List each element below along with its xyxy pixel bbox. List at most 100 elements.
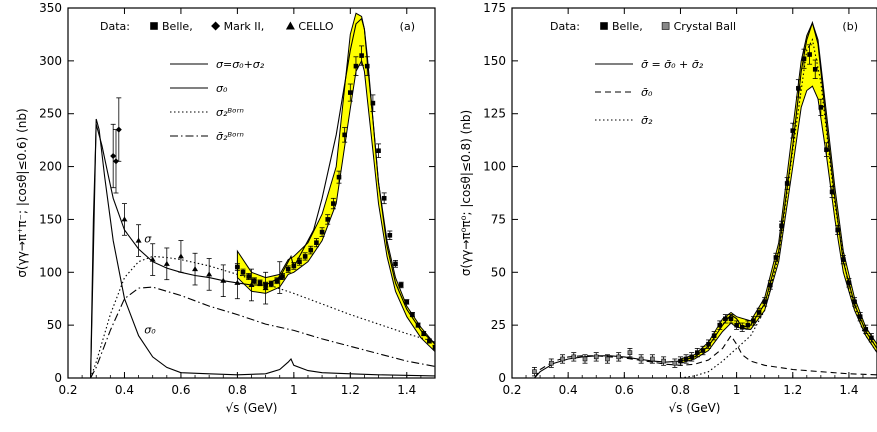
y-tick-label: 50 bbox=[491, 265, 506, 279]
y-tick-label: 125 bbox=[483, 107, 506, 121]
y-tick-label: 25 bbox=[491, 318, 506, 332]
data-point-square bbox=[257, 280, 263, 286]
data-point-square bbox=[336, 174, 342, 180]
data-legend-entry: Crystal Ball bbox=[674, 20, 736, 33]
series-line-dashed-1 bbox=[534, 334, 877, 378]
y-tick-label: 200 bbox=[39, 160, 62, 174]
data-point-greysquare bbox=[627, 350, 633, 355]
data-point-triangle bbox=[121, 216, 128, 222]
x-tick-label: 0.6 bbox=[171, 383, 190, 397]
data-point-greysquare bbox=[616, 354, 621, 360]
data-point-square bbox=[432, 345, 435, 350]
data-point-square bbox=[410, 312, 415, 317]
data-point-square bbox=[768, 282, 773, 288]
x-axis-label: √s (GeV) bbox=[226, 401, 278, 415]
data-legend-entry: Mark II, bbox=[224, 20, 265, 33]
data-point-square bbox=[841, 257, 846, 262]
panel-label: (b) bbox=[842, 20, 858, 33]
data-point-square bbox=[342, 132, 347, 138]
data-point-square bbox=[353, 63, 359, 69]
data-point-diamond bbox=[110, 153, 117, 159]
x-tick-label: 0.4 bbox=[559, 383, 578, 397]
data-point-triangle bbox=[177, 253, 184, 259]
plot-area bbox=[90, 12, 435, 378]
x-tick-label: 1.2 bbox=[341, 383, 360, 397]
data-legend-entry: Belle, bbox=[162, 20, 193, 33]
data-point-square bbox=[297, 259, 302, 265]
data-point-square bbox=[689, 354, 694, 360]
y-tick-label: 250 bbox=[39, 107, 62, 121]
data-point-square bbox=[381, 195, 387, 201]
data-point-square bbox=[857, 314, 863, 319]
series-line-solid-1 bbox=[90, 118, 435, 378]
legend-marker-square bbox=[600, 22, 608, 30]
data-point-square bbox=[756, 310, 762, 315]
y-tick-label: 50 bbox=[47, 318, 62, 332]
x-tick-label: 0.4 bbox=[115, 383, 134, 397]
data-point-triangle bbox=[149, 256, 156, 262]
data-point-square bbox=[818, 105, 824, 110]
curve-annotation: σ₀ bbox=[144, 324, 156, 337]
data-point-square bbox=[268, 281, 274, 287]
data-point-triangle bbox=[206, 271, 213, 277]
legend-marker-greysquare bbox=[661, 22, 670, 30]
data-point-square bbox=[274, 278, 280, 284]
data-point-square bbox=[359, 53, 364, 58]
x-tick-label: 0.6 bbox=[615, 383, 634, 397]
panel-label: (a) bbox=[400, 20, 415, 33]
data-point-triangle bbox=[276, 274, 283, 280]
series-line-dashdot-3 bbox=[90, 286, 435, 378]
data-point-square bbox=[762, 299, 767, 305]
x-tick-label: 0.8 bbox=[228, 383, 247, 397]
plot-area bbox=[531, 20, 877, 378]
data-point-diamond bbox=[115, 126, 122, 133]
data-point-diamond bbox=[112, 158, 119, 165]
data-point-greysquare bbox=[661, 358, 666, 364]
curve-legend-entry: σ̄₂ᴮᵒʳⁿ bbox=[216, 130, 244, 143]
data-point-square bbox=[829, 189, 835, 195]
curve-legend-entry: σ̄ = σ̄₀ + σ̄₂ bbox=[641, 58, 704, 71]
legend-marker-square bbox=[150, 22, 158, 30]
x-tick-label: 0.8 bbox=[671, 383, 690, 397]
data-point-square bbox=[700, 348, 706, 353]
x-tick-label: 0.2 bbox=[502, 383, 521, 397]
data-point-square bbox=[796, 86, 801, 91]
data-point-triangle bbox=[220, 277, 227, 283]
data-point-square bbox=[240, 269, 246, 275]
data-point-greysquare bbox=[532, 369, 537, 374]
legend-marker-diamond bbox=[211, 21, 221, 31]
legend-marker-triangle bbox=[285, 21, 295, 30]
data-point-greysquare bbox=[672, 360, 678, 366]
data-point-greysquare bbox=[593, 354, 599, 360]
curve-legend-entry: σ₀ bbox=[216, 82, 228, 95]
data-point-square bbox=[331, 201, 336, 206]
series-line-dotted-2 bbox=[680, 38, 877, 378]
data-legend-header: Data: bbox=[100, 20, 130, 33]
data-point-triangle bbox=[248, 281, 255, 287]
series-line-dotted-2 bbox=[90, 255, 435, 378]
data-point-greysquare bbox=[549, 360, 554, 366]
curve-legend-entry: σ=σ₀+σ₂ bbox=[216, 58, 265, 71]
x-tick-label: 1.4 bbox=[839, 383, 858, 397]
data-point-square bbox=[751, 318, 756, 324]
data-point-square bbox=[246, 274, 251, 279]
data-point-square bbox=[683, 356, 689, 362]
x-tick-label: 1.2 bbox=[783, 383, 802, 397]
data-point-square bbox=[812, 67, 818, 72]
panel-a: 0.2 0.4 0.6 0.8 1 1.2 1.4 0 50 100 150 200 250 300 350… bbox=[15, 1, 436, 415]
x-tick-label: 0.2 bbox=[58, 383, 77, 397]
data-point-square bbox=[404, 299, 410, 305]
data-point-triangle bbox=[262, 285, 269, 291]
y-tick-label: 175 bbox=[483, 1, 506, 15]
y-tick-label: 150 bbox=[39, 212, 62, 226]
y-axis-label: σ(γγ→π⁺π⁻; |cosθ|≤0.6) (nb) bbox=[15, 108, 29, 277]
data-point-square bbox=[302, 254, 308, 259]
data-point-triangle bbox=[135, 237, 142, 243]
data-point-square bbox=[393, 261, 398, 267]
x-tick-label: 1.4 bbox=[397, 383, 416, 397]
data-point-square bbox=[717, 322, 723, 328]
data-point-triangle bbox=[163, 260, 170, 266]
data-point-greysquare bbox=[605, 356, 610, 362]
data-point-square bbox=[421, 331, 427, 336]
data-point-square bbox=[824, 147, 829, 152]
